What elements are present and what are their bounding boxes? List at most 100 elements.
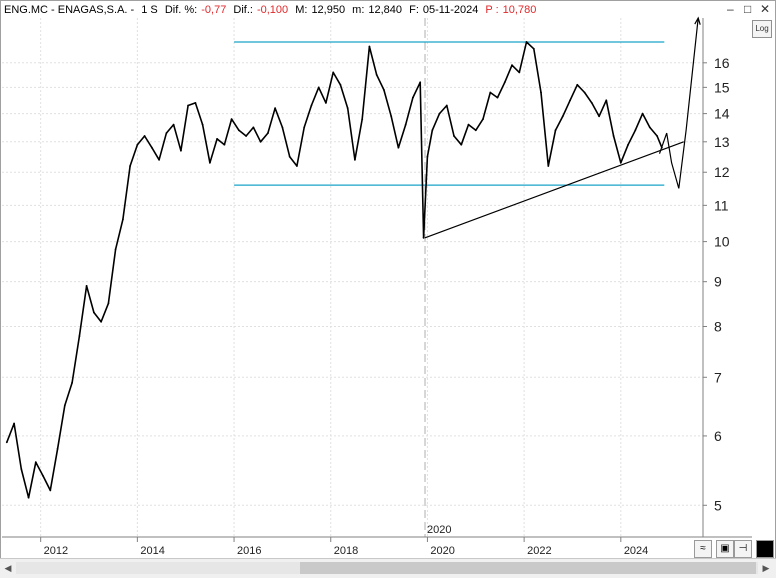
price-label: P : xyxy=(485,4,499,16)
price-point xyxy=(267,132,269,135)
price-point xyxy=(194,102,197,104)
pin-icon[interactable]: ⊣ xyxy=(734,540,752,558)
price-point xyxy=(5,441,8,444)
price-point xyxy=(569,99,571,102)
ticker-label: ENG.MC - ENAGAS,S.A. - xyxy=(4,4,135,16)
price-point xyxy=(42,475,44,477)
price-point xyxy=(339,83,342,86)
price-point xyxy=(419,81,422,84)
price-point xyxy=(238,129,240,132)
dif-pct-value: -0,77 xyxy=(201,4,227,16)
price-point xyxy=(438,112,441,115)
price-point xyxy=(129,165,132,167)
price-point xyxy=(390,115,393,118)
price-point xyxy=(93,311,95,314)
price-point xyxy=(230,118,233,120)
price-point xyxy=(27,496,30,499)
price-point xyxy=(612,135,615,137)
price-point xyxy=(540,91,542,94)
x-tick-label: 2020 xyxy=(430,545,454,557)
price-point xyxy=(412,96,414,99)
price-point xyxy=(404,123,407,126)
color-box-icon[interactable] xyxy=(756,540,774,558)
log-scale-button[interactable]: Log xyxy=(752,20,772,38)
price-point xyxy=(511,64,513,67)
price-value: 10,780 xyxy=(502,4,537,16)
save-icon[interactable]: ▣ xyxy=(716,540,734,558)
price-point xyxy=(122,218,124,221)
price-point xyxy=(656,135,658,137)
price-point xyxy=(641,112,644,115)
price-line xyxy=(6,41,663,499)
price-point xyxy=(151,146,153,149)
dif-pct-label: Dif. %: xyxy=(164,4,198,16)
price-point xyxy=(431,129,434,132)
y-tick-label: 6 xyxy=(714,428,722,444)
price-point xyxy=(518,71,521,74)
horizontal-scrollbar[interactable]: ◀ ▶ xyxy=(0,558,776,578)
y-tick-label: 12 xyxy=(714,164,730,180)
y-tick-label: 11 xyxy=(714,197,729,213)
scroll-right-icon[interactable]: ▶ xyxy=(762,563,770,573)
price-point xyxy=(100,320,102,323)
price-point xyxy=(583,91,586,94)
scroll-left-icon[interactable]: ◀ xyxy=(4,563,12,573)
y-tick-label: 10 xyxy=(714,234,730,250)
date-label: F: xyxy=(409,4,419,16)
price-point xyxy=(627,143,629,146)
y-axis: 5 6 7 8 9 10 11 12 13 14 15 16 xyxy=(702,18,730,537)
price-point xyxy=(576,83,579,86)
price-point xyxy=(172,123,175,126)
price-point xyxy=(426,155,429,158)
x-tick-label: 2016 xyxy=(237,545,261,557)
price-point xyxy=(310,104,313,107)
price-point xyxy=(619,161,622,164)
price-point xyxy=(85,285,88,287)
price-point xyxy=(525,41,528,43)
min-value: 12,840 xyxy=(368,4,403,16)
maximize-icon[interactable]: □ xyxy=(744,2,752,16)
price-point xyxy=(281,126,284,129)
price-point xyxy=(187,104,190,107)
price-point xyxy=(49,489,52,492)
price-point xyxy=(598,115,600,118)
price-point xyxy=(361,118,364,120)
price-point xyxy=(482,118,484,120)
price-point xyxy=(158,158,161,161)
annotation-lines xyxy=(234,16,701,239)
price-point xyxy=(114,248,117,251)
x-tick-label: 2018 xyxy=(334,545,358,557)
y-tick-label: 14 xyxy=(714,106,730,122)
price-point xyxy=(259,140,262,143)
price-point xyxy=(375,74,378,76)
price-point xyxy=(474,129,477,132)
price-point xyxy=(554,129,557,132)
dif-value: -0,100 xyxy=(256,4,289,16)
scroll-thumb[interactable] xyxy=(300,562,756,574)
close-icon[interactable]: ✕ xyxy=(759,2,771,16)
price-point xyxy=(397,146,400,149)
max-label: M: xyxy=(295,4,308,16)
price-point xyxy=(180,149,182,152)
price-point xyxy=(245,135,248,137)
max-value: 12,950 xyxy=(311,4,346,16)
price-point xyxy=(503,81,506,84)
price-point xyxy=(216,138,219,140)
price-point xyxy=(296,165,298,167)
min-label: m: xyxy=(352,4,365,16)
y-tick-label: 9 xyxy=(714,274,722,290)
price-point xyxy=(13,422,16,425)
price-point xyxy=(547,165,550,167)
support-trendline xyxy=(424,141,684,239)
wave-icon[interactable]: ≈ xyxy=(694,540,712,558)
minimize-icon[interactable]: – xyxy=(726,2,734,16)
x-tick-label: 2022 xyxy=(527,545,551,557)
price-point xyxy=(661,146,663,149)
price-point xyxy=(561,115,564,118)
price-point xyxy=(288,155,291,158)
price-point xyxy=(274,107,276,110)
price-point xyxy=(332,71,335,74)
price-point xyxy=(20,468,23,470)
